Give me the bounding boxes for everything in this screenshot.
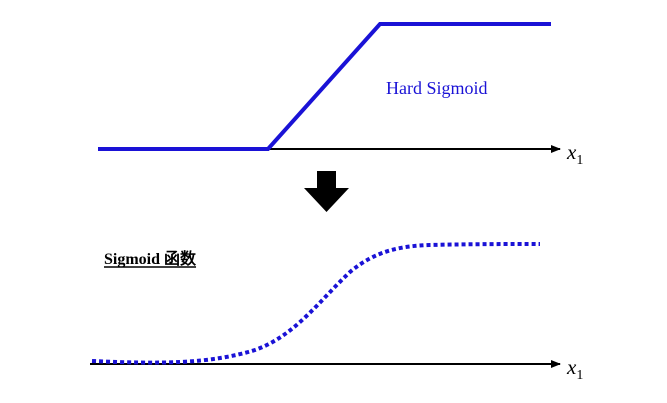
sigmoid-title: Sigmoid 函数 [104,249,197,268]
top-axis-label: x1 [566,140,583,168]
top-axis-sub: 1 [576,153,583,168]
hard-sigmoid-label: Hard Sigmoid [386,78,488,98]
hard-sigmoid-curve [98,22,551,151]
sigmoid-curve [91,242,541,365]
bottom-axis-label: x1 [566,355,583,383]
bottom-axis-sub: 1 [576,368,583,383]
top-axis-var: x [566,140,577,164]
sigmoid-panel: Sigmoid 函数 x1 [90,242,583,383]
down-arrow-icon [304,171,349,212]
hard-sigmoid-panel: Hard Sigmoid x1 [98,22,583,168]
bottom-axis-var: x [566,355,577,379]
